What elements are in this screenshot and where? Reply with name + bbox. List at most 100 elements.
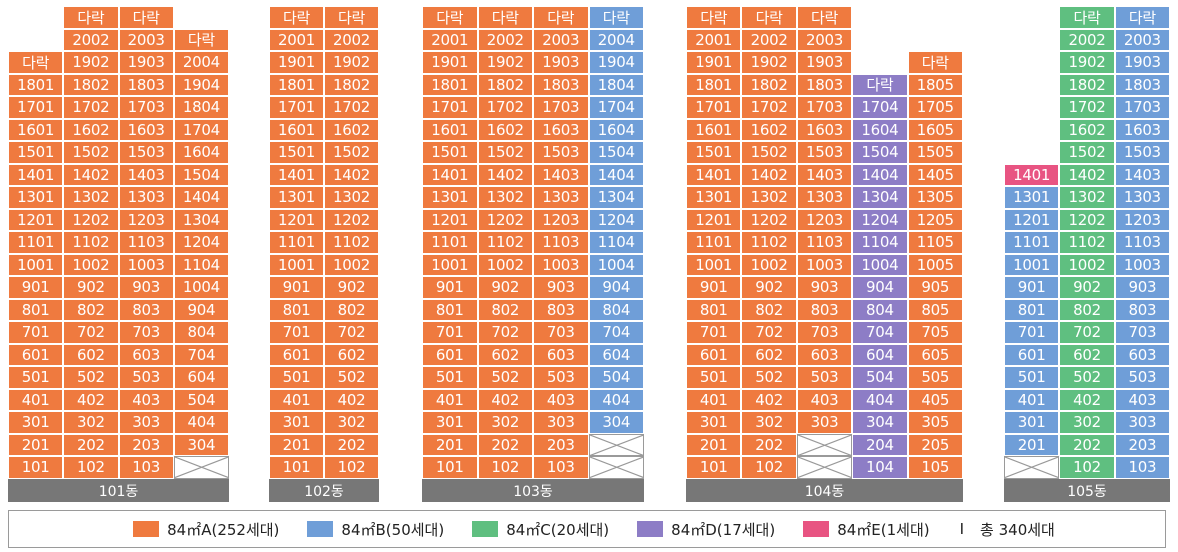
unit-cell: 1401 — [8, 163, 64, 186]
unit-cell: 1805 — [907, 73, 963, 96]
unit-cell: 1305 — [907, 186, 963, 209]
unit-cell: 1503 — [118, 141, 174, 164]
unit-cell: 1703 — [118, 96, 174, 119]
attic-unit: 다락 — [422, 6, 478, 29]
unit-cell: 1002 — [477, 253, 533, 276]
unit-cell: 603 — [1114, 343, 1170, 366]
unit-cell: 1003 — [1114, 253, 1170, 276]
unit-cell: 2002 — [477, 28, 533, 51]
unit-cell: 1302 — [63, 186, 119, 209]
unit-cell: 1802 — [1059, 73, 1115, 96]
unit-cell: 1801 — [8, 73, 64, 96]
unit-cell: 1802 — [741, 73, 797, 96]
unit-cell: 504 — [173, 388, 229, 411]
unit-cell: 1604 — [588, 118, 644, 141]
unit-cell: 2002 — [63, 28, 119, 51]
unit-cell: 2003 — [796, 28, 853, 51]
attic-unit: 다락 — [1114, 6, 1170, 29]
unit-cell: 303 — [1114, 411, 1170, 434]
unit-cell: 1401 — [686, 163, 742, 186]
unit-cell: 703 — [118, 321, 174, 344]
unit-cell: 801 — [1004, 298, 1060, 321]
unit-cell: 301 — [686, 411, 742, 434]
legend-total: 총 340세대 — [980, 520, 1055, 539]
unit-cell: 1903 — [796, 51, 853, 74]
unit-cell: 1702 — [477, 96, 533, 119]
unit-cell: 1901 — [686, 51, 742, 74]
unit-cell: 404 — [173, 411, 229, 434]
unit-cell: 1603 — [118, 118, 174, 141]
unit-cell: 2002 — [741, 28, 797, 51]
unit-cell: 1601 — [422, 118, 478, 141]
unit-cell: 802 — [324, 298, 379, 321]
unit-cell: 1201 — [1004, 208, 1060, 231]
unit-cell: 1702 — [63, 96, 119, 119]
attic-unit: 다락 — [118, 6, 174, 29]
unit-cell: 1302 — [741, 186, 797, 209]
unit-cell: 603 — [533, 343, 589, 366]
unit-cell: 601 — [269, 343, 324, 366]
unit-cell: 1102 — [324, 231, 379, 254]
unit-cell: 1702 — [324, 96, 379, 119]
unit-cell: 202 — [324, 433, 379, 456]
empty-unit — [588, 456, 644, 479]
unit-cell: 501 — [422, 366, 478, 389]
unit-cell: 202 — [63, 433, 119, 456]
unit-cell: 1604 — [852, 118, 908, 141]
unit-cell: 2003 — [533, 28, 589, 51]
unit-cell: 1402 — [1059, 163, 1115, 186]
unit-cell: 1004 — [852, 253, 908, 276]
unit-cell: 1001 — [1004, 253, 1060, 276]
unit-cell: 1602 — [477, 118, 533, 141]
unit-cell: 1103 — [1114, 231, 1170, 254]
unit-cell: 1903 — [1114, 51, 1170, 74]
legend-item-e: 84㎡E(1세대) — [803, 519, 930, 540]
unit-cell: 1102 — [1059, 231, 1115, 254]
unit-cell: 303 — [533, 411, 589, 434]
unit-cell: 1404 — [852, 163, 908, 186]
unit-cell: 1501 — [8, 141, 64, 164]
unit-cell: 605 — [907, 343, 963, 366]
unit-cell: 1301 — [269, 186, 324, 209]
unit-cell: 1504 — [852, 141, 908, 164]
unit-cell: 601 — [686, 343, 742, 366]
unit-cell: 1902 — [324, 51, 379, 74]
unit-cell: 702 — [1059, 321, 1115, 344]
unit-cell: 1001 — [269, 253, 324, 276]
unit-cell: 805 — [907, 298, 963, 321]
unit-cell: 304 — [588, 411, 644, 434]
empty-unit — [588, 433, 644, 456]
unit-cell: 1003 — [118, 253, 174, 276]
unit-cell: 1904 — [588, 51, 644, 74]
unit-cell: 1102 — [63, 231, 119, 254]
unit-cell: 1402 — [63, 163, 119, 186]
unit-cell: 1005 — [907, 253, 963, 276]
unit-cell: 1803 — [1114, 73, 1170, 96]
unit-cell: 704 — [588, 321, 644, 344]
unit-cell: 1401 — [422, 163, 478, 186]
unit-cell: 901 — [1004, 276, 1060, 299]
unit-cell: 1705 — [907, 96, 963, 119]
unit-cell: 202 — [741, 433, 797, 456]
unit-cell: 1603 — [1114, 118, 1170, 141]
unit-cell: 1201 — [686, 208, 742, 231]
unit-cell: 803 — [533, 298, 589, 321]
attic-unit: 다락 — [324, 6, 379, 29]
unit-cell: 702 — [324, 321, 379, 344]
unit-cell: 702 — [63, 321, 119, 344]
unit-cell: 701 — [8, 321, 64, 344]
unit-cell: 1002 — [741, 253, 797, 276]
attic-unit: 다락 — [907, 51, 963, 74]
unit-cell: 201 — [8, 433, 64, 456]
unit-cell: 1703 — [1114, 96, 1170, 119]
unit-cell: 1303 — [796, 186, 853, 209]
unit-cell: 702 — [477, 321, 533, 344]
unit-cell: 1301 — [686, 186, 742, 209]
unit-cell: 305 — [907, 411, 963, 434]
unit-cell: 302 — [324, 411, 379, 434]
unit-cell: 1102 — [741, 231, 797, 254]
legend-swatch-e — [803, 521, 830, 537]
unit-cell: 1703 — [533, 96, 589, 119]
unit-cell: 203 — [1114, 433, 1170, 456]
unit-cell: 904 — [852, 276, 908, 299]
